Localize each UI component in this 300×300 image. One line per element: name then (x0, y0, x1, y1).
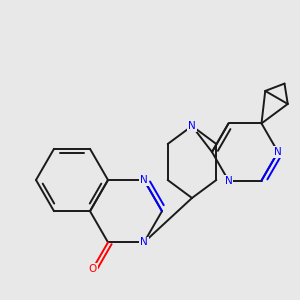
Text: N: N (274, 147, 282, 157)
Text: N: N (188, 121, 196, 131)
Text: O: O (88, 264, 97, 274)
Text: N: N (225, 176, 232, 186)
Text: N: N (140, 237, 148, 248)
Text: N: N (140, 175, 148, 185)
